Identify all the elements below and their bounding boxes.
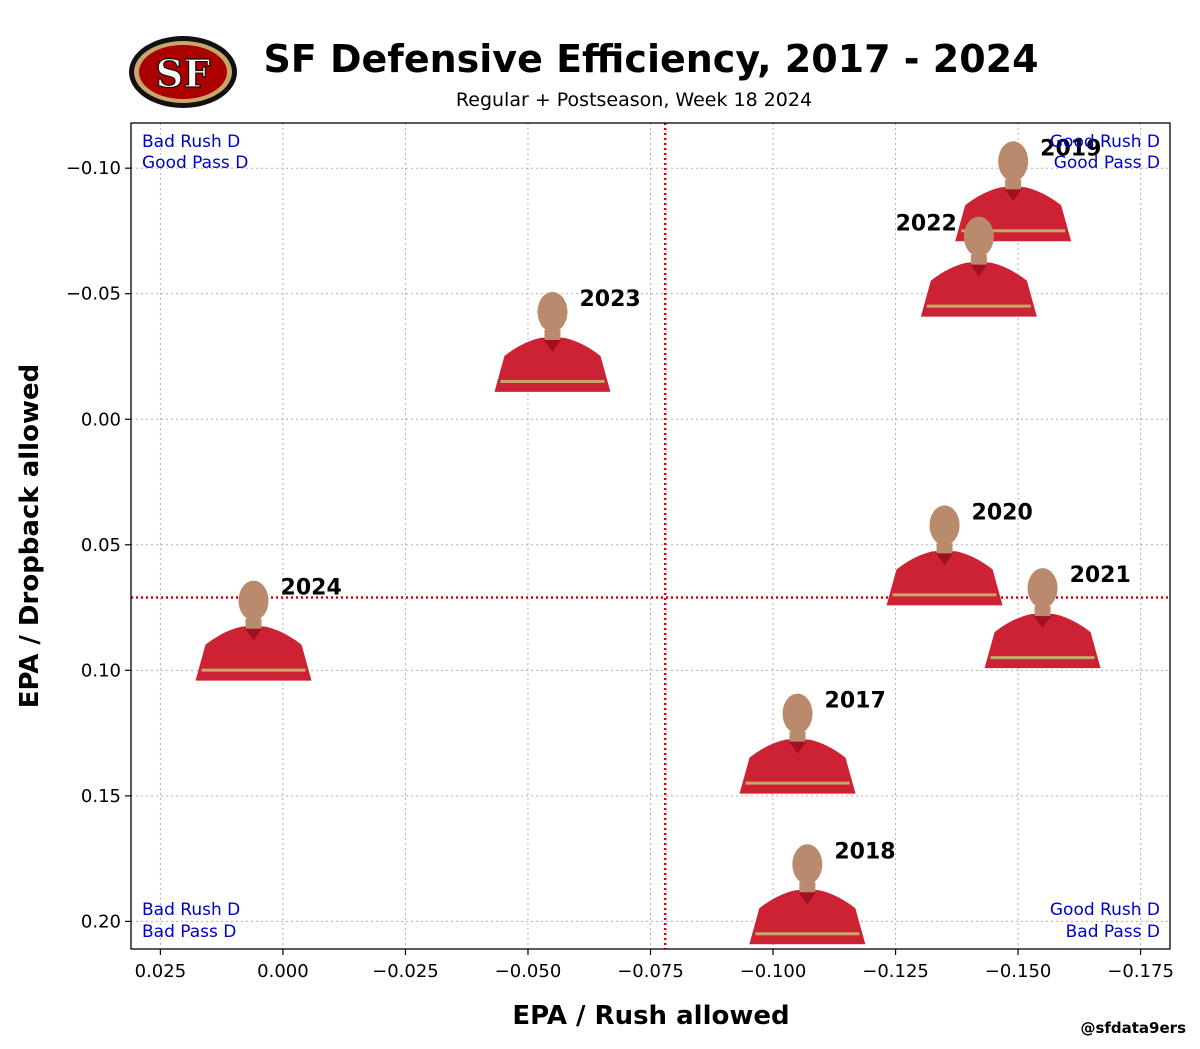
coach-marker-2022: 2022: [896, 212, 1037, 317]
chart-title: SF Defensive Efficiency, 2017 - 2024: [263, 37, 1038, 81]
coach-marker-2023: 2023: [494, 287, 641, 392]
credit-handle: @sfdata9ers: [1080, 1019, 1186, 1037]
coach-marker-2018: 2018: [749, 839, 896, 945]
coach-head: [792, 844, 823, 885]
y-tick-label: −0.10: [66, 158, 121, 179]
shirt-collar: [968, 262, 989, 277]
coach-neck: [1005, 179, 1022, 190]
y-tick-label: 0.00: [81, 409, 121, 430]
coach-shirt: [920, 262, 1037, 317]
x-tick-label: −0.175: [1107, 961, 1174, 982]
quadrant-bottom-right-line1: Good Rush D: [1050, 900, 1160, 920]
coach-shirt: [984, 614, 1101, 669]
shirt-collar: [243, 626, 264, 641]
quadrant-bottom-right-line2: Bad Pass D: [1066, 922, 1160, 942]
coach-head: [238, 580, 269, 621]
coach-neck: [936, 543, 953, 554]
reference-lines: [131, 123, 1170, 949]
coach-shirt: [195, 626, 312, 681]
quadrant-top-right-line1: Good Rush D: [1050, 132, 1160, 152]
shirt-stripe: [201, 668, 306, 672]
x-axis-ticks: 0.025 0.000 −0.025 −0.050 −0.075 −0.100 −0.125…: [135, 949, 1174, 982]
coach-neck: [799, 882, 816, 893]
coach-marker-2017: 2017: [739, 689, 886, 794]
shirt-collar: [542, 337, 563, 352]
coach-head: [537, 291, 568, 332]
point-label-2024: 2024: [281, 576, 342, 601]
shirt-collar: [934, 551, 955, 566]
coach-shirt: [749, 890, 866, 945]
team-logo: SF: [129, 36, 237, 108]
quadrant-bottom-left-line1: Bad Rush D: [142, 900, 240, 920]
shirt-collar: [797, 890, 818, 905]
point-label-2018: 2018: [834, 839, 895, 864]
y-tick-label: 0.15: [81, 786, 121, 807]
y-tick-label: 0.10: [81, 660, 121, 681]
svg-text:SF: SF: [156, 51, 210, 96]
shirt-stripe: [892, 593, 997, 597]
x-tick-label: −0.100: [740, 961, 807, 982]
point-label-2021: 2021: [1070, 563, 1131, 588]
x-tick-label: −0.150: [985, 961, 1052, 982]
coach-shirt: [739, 739, 856, 794]
coach-neck: [970, 254, 987, 265]
coach-marker-2024: 2024: [195, 576, 342, 681]
point-label-2017: 2017: [825, 689, 886, 714]
shirt-collar: [1032, 614, 1053, 629]
x-tick-label: −0.050: [495, 961, 562, 982]
chart-subtitle: Regular + Postseason, Week 18 2024: [456, 89, 812, 111]
shirt-stripe: [990, 656, 1095, 660]
coach-neck: [1034, 606, 1051, 617]
shirt-stripe: [926, 304, 1031, 308]
coach-neck: [789, 731, 806, 742]
quadrant-top-right-line2: Good Pass D: [1054, 153, 1160, 173]
shirt-collar: [1003, 187, 1024, 202]
coach-head: [782, 693, 813, 734]
point-label-2019: 2019: [1040, 136, 1101, 161]
coach-shirt: [886, 551, 1003, 606]
point-label-2020: 2020: [972, 500, 1033, 525]
x-tick-label: −0.025: [372, 961, 439, 982]
quadrant-top-left-line1: Bad Rush D: [142, 132, 240, 152]
coach-neck: [544, 329, 561, 340]
coach-head: [998, 141, 1029, 182]
shirt-stripe: [961, 229, 1066, 233]
plot-frame: [130, 122, 1171, 950]
coach-head: [963, 216, 994, 257]
y-axis-ticks: −0.10 −0.05 0.00 0.05 0.10 0.15 0.20: [66, 158, 131, 932]
coach-head: [1027, 568, 1058, 609]
data-points: 2017 2018 2019 2020 2021 2022 2023 2024: [195, 136, 1131, 945]
y-tick-label: −0.05: [66, 284, 121, 305]
quadrant-top-left-line2: Good Pass D: [142, 153, 248, 173]
x-tick-label: 0.000: [257, 961, 309, 982]
shirt-stripe: [745, 781, 850, 785]
quadrant-bottom-left-line2: Bad Pass D: [142, 922, 236, 942]
shirt-stripe: [755, 932, 860, 936]
grid: [131, 123, 1170, 949]
x-tick-label: 0.025: [135, 961, 187, 982]
point-label-2022: 2022: [896, 212, 957, 237]
coach-marker-2021: 2021: [984, 563, 1131, 669]
coach-neck: [245, 618, 262, 629]
y-tick-label: 0.20: [81, 911, 121, 932]
x-tick-label: −0.125: [862, 961, 929, 982]
coach-marker-2020: 2020: [886, 500, 1033, 606]
shirt-stripe: [500, 379, 605, 383]
coach-head: [929, 505, 960, 546]
point-label-2023: 2023: [579, 287, 640, 312]
x-axis-label: EPA / Rush allowed: [512, 1001, 789, 1031]
y-axis-label: EPA / Dropback allowed: [15, 364, 45, 708]
shirt-collar: [787, 739, 808, 754]
x-tick-label: −0.075: [617, 961, 684, 982]
y-tick-label: 0.05: [81, 535, 121, 556]
coach-shirt: [494, 337, 611, 392]
